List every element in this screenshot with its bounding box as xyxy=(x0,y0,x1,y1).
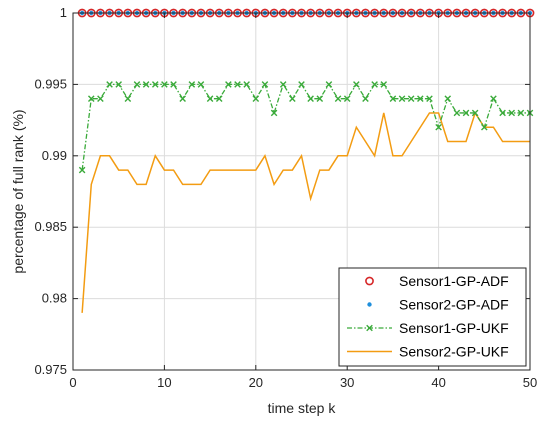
x-tick-label: 40 xyxy=(431,375,445,390)
series-line xyxy=(81,111,530,313)
y-tick-label: 0.975 xyxy=(34,362,67,377)
legend-item: Sensor2-GP-ADF xyxy=(367,297,509,313)
legend-label: Sensor2-GP-ADF xyxy=(399,297,509,313)
data-point xyxy=(197,81,205,88)
legend-label: Sensor1-GP-UKF xyxy=(399,320,509,336)
legend-item: Sensor1-GP-ADF xyxy=(365,273,509,289)
data-point xyxy=(380,81,388,88)
x-tick-label: 30 xyxy=(340,375,354,390)
series-line xyxy=(81,82,530,171)
data-point xyxy=(471,109,479,117)
data-point xyxy=(179,95,186,102)
data-point xyxy=(133,81,141,88)
legend-item: Sensor1-GP-UKF xyxy=(347,320,509,336)
y-tick-label: 0.985 xyxy=(34,219,67,234)
legend: Sensor1-GP-ADF Sensor2-GP-ADF Sensor1-GP-U… xyxy=(338,267,527,367)
data-point xyxy=(261,81,269,88)
data-point xyxy=(151,81,159,88)
data-point xyxy=(325,81,333,88)
data-point xyxy=(462,109,470,117)
plot-frame xyxy=(72,12,531,371)
data-point xyxy=(161,81,168,88)
legend-marker xyxy=(365,276,374,286)
x-tick-label: 20 xyxy=(249,375,263,390)
data-point xyxy=(444,95,452,102)
data-point xyxy=(426,95,433,102)
data-point xyxy=(334,95,342,102)
y-tick-label: 0.98 xyxy=(42,291,67,306)
axis-ticks: 0 10 20 30 40 50 0.975 0.98 0.985 0.99 0.995 1 xyxy=(34,5,537,390)
y-axis-label: percentage of full rank (%) xyxy=(10,109,26,273)
legend-marker xyxy=(367,302,372,307)
data-point xyxy=(115,81,122,88)
data-point xyxy=(343,95,351,102)
legend-item: Sensor2-GP-UKF xyxy=(347,344,509,360)
data-point xyxy=(243,81,250,88)
data-point xyxy=(206,95,214,102)
data-point xyxy=(490,95,497,102)
data-point xyxy=(252,95,260,102)
x-tick-label: 10 xyxy=(157,375,171,390)
data-point xyxy=(362,95,369,102)
data-point xyxy=(106,81,113,88)
data-point xyxy=(225,81,232,88)
data-point xyxy=(298,81,305,88)
data-point xyxy=(307,95,314,102)
data-point xyxy=(499,109,506,117)
data-point xyxy=(407,95,415,102)
data-point xyxy=(188,81,196,88)
data-point xyxy=(508,109,516,117)
data-point xyxy=(353,81,360,88)
legend-label: Sensor2-GP-UKF xyxy=(399,344,509,360)
data-point xyxy=(279,81,287,88)
data-point xyxy=(215,95,223,102)
data-point xyxy=(453,109,461,117)
data-point xyxy=(316,95,324,102)
data-point xyxy=(78,166,86,174)
data-point xyxy=(481,123,488,131)
data-point xyxy=(234,81,241,88)
legend-marker xyxy=(366,324,373,332)
x-axis-label: time step k xyxy=(268,400,337,416)
x-tick-label: 0 xyxy=(69,375,76,390)
data-point xyxy=(398,95,406,102)
data-point xyxy=(124,95,132,102)
series-sensor2-gp-ukf xyxy=(81,111,530,313)
data-point xyxy=(389,95,397,102)
data-point xyxy=(142,81,150,88)
y-tick-label: 1 xyxy=(60,5,67,20)
series-sensor1-gp-ukf xyxy=(78,81,534,174)
data-point xyxy=(97,95,104,102)
data-point xyxy=(289,95,296,102)
data-point xyxy=(87,95,95,102)
data-point xyxy=(170,81,177,88)
y-tick-label: 0.995 xyxy=(34,76,67,91)
data-point xyxy=(517,109,525,117)
y-tick-label: 0.99 xyxy=(42,148,67,163)
data-point xyxy=(435,123,442,131)
x-tick-label: 50 xyxy=(523,375,537,390)
legend-label: Sensor1-GP-ADF xyxy=(399,273,509,289)
data-point xyxy=(371,81,378,88)
data-point xyxy=(417,95,424,102)
data-point xyxy=(270,109,278,117)
